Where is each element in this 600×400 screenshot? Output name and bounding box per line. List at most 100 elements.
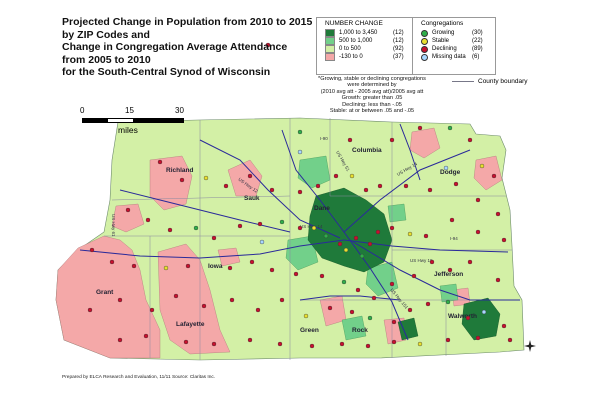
scale-bar: 0 15 30 miles — [78, 106, 188, 136]
county-label-dane: Dane — [314, 205, 330, 212]
congregation-dot — [447, 125, 453, 131]
legend-item: Missing data (6) — [421, 53, 495, 61]
congregation-dot — [247, 173, 253, 179]
compass-rose-icon — [524, 340, 536, 352]
legend-dot — [421, 45, 428, 53]
congregation-dot — [315, 183, 321, 189]
congregation-dot — [467, 137, 473, 143]
congregation-dot — [425, 301, 431, 307]
legend-label: 500 to 1,000 — [339, 38, 373, 44]
county-label-walworth: Walworth — [448, 313, 477, 320]
congregation-dot — [423, 233, 429, 239]
county-boundary-line-icon — [452, 81, 474, 82]
congregation-dot — [353, 235, 359, 241]
county-label-rock: Rock — [352, 327, 368, 334]
scale-unit: miles — [118, 125, 138, 135]
congregation-dot — [211, 235, 217, 241]
highway-label: US Hwy 18 — [410, 258, 433, 263]
congregation-points — [87, 42, 513, 349]
congregation-dot — [211, 341, 217, 347]
congregation-dot — [475, 335, 481, 341]
congregation-dot — [447, 267, 453, 273]
congregation-dot — [319, 273, 325, 279]
congregation-dot — [157, 159, 163, 165]
congregation-dot — [163, 265, 169, 271]
congregation-dot — [255, 307, 261, 313]
county-label-dodge: Dodge — [440, 169, 461, 176]
legend-dot — [421, 53, 428, 61]
legend-swatch — [325, 45, 335, 53]
congregation-dot — [495, 211, 501, 217]
congregation-dot — [237, 223, 243, 229]
congregation-dot — [167, 227, 173, 233]
congregation-dot — [427, 187, 433, 193]
legend-label: Missing data — [432, 54, 466, 60]
congregation-dot — [309, 343, 315, 349]
congregation-dot — [297, 129, 303, 135]
scale-tick-label: 15 — [125, 106, 134, 115]
congregation-dot — [183, 339, 189, 345]
congregation-dot — [117, 297, 123, 303]
high-growth-zip-areas — [307, 187, 501, 341]
legend-label: 0 to 500 — [339, 46, 361, 52]
congregation-dot — [277, 341, 283, 347]
congregation-dot — [89, 247, 95, 253]
congregation-dot — [117, 337, 123, 343]
congregation-dot — [323, 233, 329, 239]
congregation-dot — [475, 197, 481, 203]
congregation-dot — [391, 319, 397, 325]
legend-dot — [421, 29, 428, 37]
legend-dot — [421, 37, 428, 45]
congregation-dot — [367, 241, 373, 247]
number-change-legend: NUMBER CHANGE 1,000 to 3,450 (12) 500 to… — [316, 17, 413, 75]
congregation-dot — [417, 341, 423, 347]
congregation-dot — [297, 189, 303, 195]
map-title: Projected Change in Population from 2010… — [62, 16, 312, 79]
congregation-dot — [333, 173, 339, 179]
congregation-dot — [229, 297, 235, 303]
congregation-dot — [201, 303, 207, 309]
note-line: *Growing, stable or declining congregati… — [318, 76, 426, 82]
county-boundaries — [104, 118, 514, 360]
methodology-note: *Growing, stable or declining congregati… — [304, 76, 440, 114]
congregation-dot — [389, 281, 395, 287]
legend-count: (6) — [472, 54, 480, 60]
legend-label: Declining — [432, 46, 457, 52]
congregation-dot — [403, 183, 409, 189]
congregation-dot — [173, 293, 179, 299]
congregation-dot — [293, 271, 299, 277]
declining-zip-areas — [55, 127, 503, 359]
congregation-dot — [363, 187, 369, 193]
congregation-dot — [193, 225, 199, 231]
legend-count: (37) — [393, 54, 404, 60]
congregation-dot — [227, 265, 233, 271]
congregation-dot — [465, 315, 471, 321]
congregation-dot — [131, 263, 137, 269]
congregation-dot — [501, 323, 507, 329]
scale-tick-label: 30 — [175, 106, 184, 115]
congregation-dot — [407, 231, 413, 237]
congregation-dot — [355, 287, 361, 293]
county-boundary-legend: County boundary — [452, 78, 528, 85]
title-line: for the South-Central Synod of Wisconsin — [62, 66, 271, 78]
congregation-dot — [417, 125, 423, 131]
congregation-dot — [467, 259, 473, 265]
highways — [79, 123, 520, 341]
county-label-richland: Richland — [166, 167, 193, 174]
legend-item: 0 to 500 (92) — [325, 45, 412, 53]
congregation-dot — [407, 307, 413, 313]
county-label-iowa: Iowa — [208, 263, 223, 270]
congregation-dot — [391, 339, 397, 345]
congregation-dot — [343, 247, 349, 253]
congregation-dot — [297, 225, 303, 231]
title-line: from 2005 to 2010 — [62, 53, 151, 66]
scale-bar-graphic — [82, 118, 184, 123]
legend-label: Growing — [432, 30, 455, 36]
congregation-dot — [145, 217, 151, 223]
highway-label: I-90 — [320, 136, 328, 141]
highway-label: US Hwy 14 — [300, 224, 323, 229]
credit-line: Prepared by ELCA Research and Evaluation… — [62, 375, 216, 380]
legend-label: 1,000 to 3,450 — [339, 30, 378, 36]
note-line: (2010 avg att - 2005 avg att)/2005 avg a… — [320, 88, 424, 95]
congregation-dot — [449, 217, 455, 223]
